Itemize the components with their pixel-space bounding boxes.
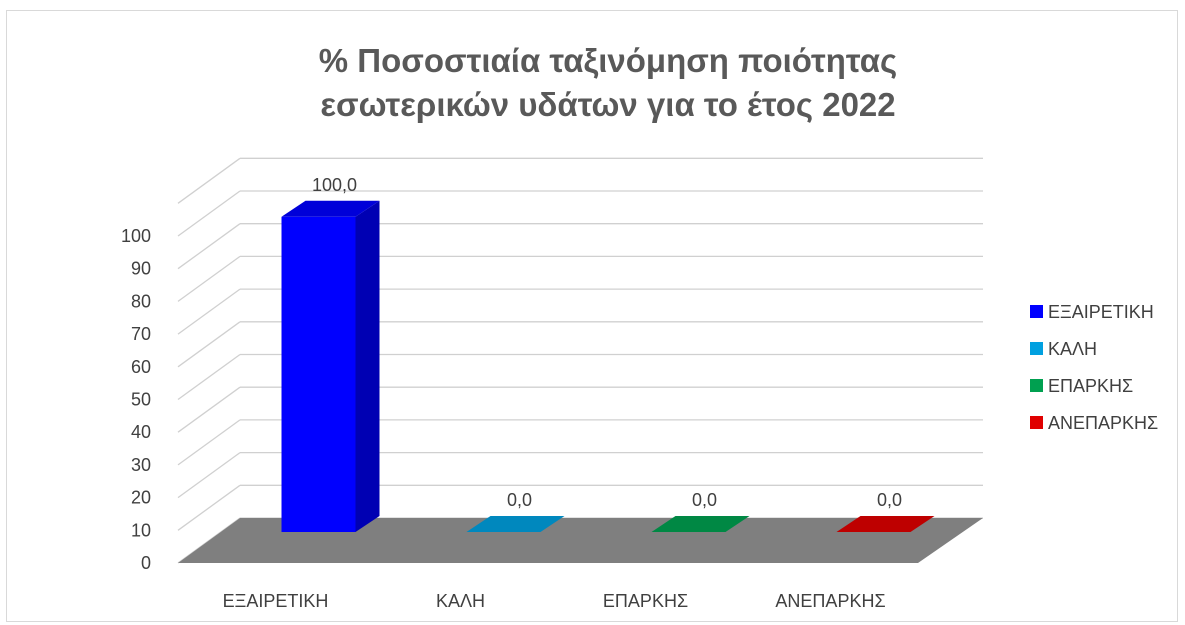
side-gridline [177, 190, 241, 237]
legend: ΕΞΑΙΡΕΤΙΚΗ ΚΑΛΗ ΕΠΑΡΚΗΣ ΑΝΕΠΑΡΚΗΣ [1030, 302, 1158, 433]
bar-side-face [355, 200, 380, 532]
y-axis-ticks: 0 10 20 30 40 50 60 70 80 90 100 [121, 226, 151, 573]
legend-label: ΚΑΛΗ [1048, 339, 1097, 359]
bar-εξαιρετικη [281, 200, 380, 532]
data-labels: 100,0 0,0 0,0 0,0 [312, 175, 902, 510]
legend-label: ΕΞΑΙΡΕΤΙΚΗ [1048, 302, 1154, 322]
floor-plane [178, 518, 983, 563]
legend-label: ΑΝΕΠΑΡΚΗΣ [1048, 413, 1158, 433]
data-label-επαρκης: 0,0 [692, 490, 717, 510]
bar-καλη [466, 516, 565, 532]
y-tick-label: 80 [131, 291, 151, 311]
data-label-εξαιρετικη: 100,0 [312, 175, 357, 195]
chart-walls [178, 151, 240, 563]
y-tick-label: 60 [131, 357, 151, 377]
side-gridline [177, 386, 241, 433]
y-tick-label: 30 [131, 455, 151, 475]
category-label-εξαιρετικη: ΕΞΑΙΡΕΤΙΚΗ [223, 591, 329, 611]
legend-item-ανεπαρκης: ΑΝΕΠΑΡΚΗΣ [1030, 413, 1158, 433]
bar-front-face [281, 216, 356, 532]
side-wall [178, 151, 240, 563]
legend-swatch [1030, 379, 1043, 392]
y-tick-label: 0 [141, 553, 151, 573]
y-tick-label: 20 [131, 488, 151, 508]
side-gridline [177, 419, 241, 466]
bar-top-face [466, 516, 565, 532]
side-gridline [177, 255, 241, 302]
chart-title-line-2: εσωτερικών υδάτων για το έτος 2022 [320, 86, 895, 123]
side-gridline [177, 288, 241, 335]
bar-top-face [651, 516, 750, 532]
bars [281, 200, 935, 532]
legend-swatch [1030, 305, 1043, 318]
chart-floor [178, 518, 983, 563]
legend-item-καλη: ΚΑΛΗ [1030, 339, 1097, 359]
x-axis-category-labels: ΕΞΑΙΡΕΤΙΚΗ ΚΑΛΗ ΕΠΑΡΚΗΣ ΑΝΕΠΑΡΚΗΣ [223, 591, 886, 611]
data-label-ανεπαρκης: 0,0 [877, 490, 902, 510]
y-tick-label: 70 [131, 324, 151, 344]
side-gridline [177, 353, 241, 401]
legend-item-επαρκης: ΕΠΑΡΚΗΣ [1030, 376, 1133, 396]
category-label-καλη: ΚΑΛΗ [436, 591, 485, 611]
bar-top-face [281, 200, 380, 217]
side-gridline [177, 157, 241, 204]
y-tick-label: 90 [131, 259, 151, 279]
chart-title-line-1: % Ποσοστιαία ταξινόμηση ποιότητας [319, 42, 897, 79]
bar-top-face [836, 516, 935, 532]
bar-ανεπαρκης [836, 516, 935, 532]
bar-επαρκης [651, 516, 750, 532]
y-tick-label: 40 [131, 422, 151, 442]
side-gridline [177, 452, 241, 499]
legend-label: ΕΠΑΡΚΗΣ [1048, 376, 1133, 396]
y-tick-label: 10 [131, 520, 151, 540]
y-tick-label: 50 [131, 390, 151, 410]
category-label-επαρκης: ΕΠΑΡΚΗΣ [603, 591, 688, 611]
y-tick-label: 100 [121, 226, 151, 246]
legend-item-εξαιρετικη: ΕΞΑΙΡΕΤΙΚΗ [1030, 302, 1154, 322]
data-label-καλη: 0,0 [507, 490, 532, 510]
side-gridline [177, 484, 241, 531]
side-gridline [177, 223, 241, 270]
side-gridline [177, 321, 241, 368]
legend-swatch [1030, 416, 1043, 429]
legend-swatch [1030, 342, 1043, 355]
category-label-ανεπαρκης: ΑΝΕΠΑΡΚΗΣ [775, 591, 885, 611]
